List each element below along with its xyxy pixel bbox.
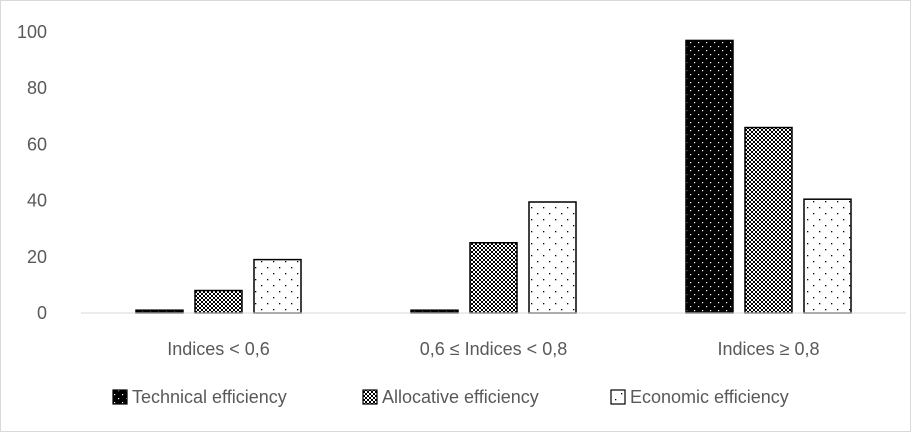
legend-label: Economic efficiency [630, 387, 789, 407]
legend: Technical efficiency Allocative efficienc… [112, 387, 789, 407]
x-axis: Indices < 0,6 0,6 ≤ Indices < 0,8 Indices … [167, 339, 819, 359]
y-axis: 0 20 40 60 80 100 [17, 22, 47, 323]
y-tick-label: 0 [37, 303, 47, 323]
bar-allocative-efficiency-2 [744, 126, 793, 314]
y-tick-label: 60 [27, 134, 47, 154]
legend-swatch [112, 389, 128, 405]
x-tick-label: 0,6 ≤ Indices < 0,8 [420, 339, 567, 359]
bar-allocative-efficiency-0 [194, 289, 243, 314]
bars [135, 39, 852, 314]
y-tick-label: 40 [27, 191, 47, 211]
y-tick-label: 20 [27, 247, 47, 267]
bar-economic-efficiency-0 [253, 258, 302, 314]
x-tick-label: Indices < 0,6 [167, 339, 270, 359]
x-tick-label: Indices ≥ 0,8 [718, 339, 820, 359]
bar-technical-efficiency-2 [685, 39, 734, 314]
bar-allocative-efficiency-1 [469, 242, 518, 314]
bar-economic-efficiency-1 [528, 201, 577, 314]
legend-swatch [362, 389, 378, 405]
bar-economic-efficiency-2 [803, 198, 852, 314]
y-tick-label: 100 [17, 22, 47, 42]
legend-swatch [610, 389, 626, 405]
legend-label: Technical efficiency [132, 387, 287, 407]
legend-label: Allocative efficiency [382, 387, 539, 407]
y-tick-label: 80 [27, 78, 47, 98]
